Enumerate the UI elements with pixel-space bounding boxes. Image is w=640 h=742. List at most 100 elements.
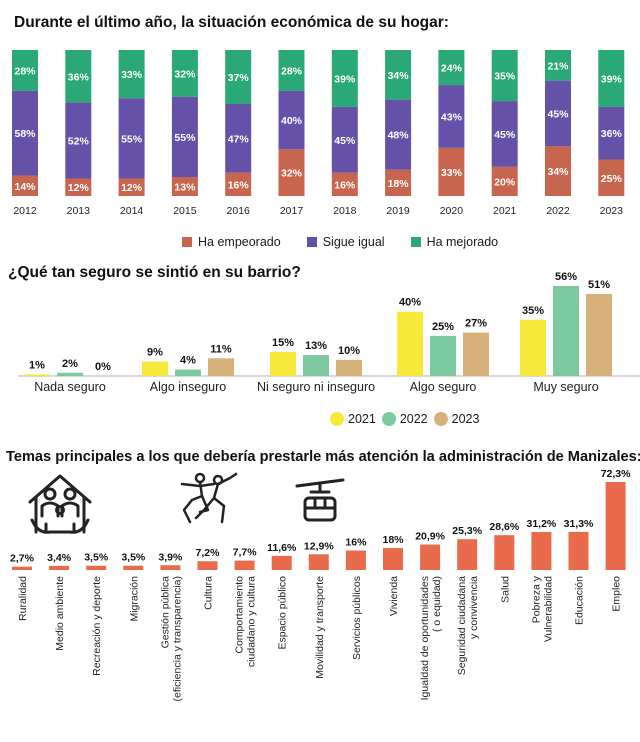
bar-segment [385, 169, 412, 196]
bar-segment [545, 80, 571, 147]
bar-value-label: 48% [388, 130, 410, 142]
bar-value-label: 21% [547, 60, 569, 72]
bar-value-label: 4% [180, 355, 196, 367]
bar-value-label: 34% [388, 70, 410, 82]
bar [420, 544, 441, 570]
x-tick-label: Ruralidad [17, 576, 29, 621]
x-tick-label-line: Gestión pública [159, 576, 171, 649]
dancers-icon [180, 472, 238, 524]
bar-value-label: 3,4% [47, 552, 72, 564]
x-tick-label: Nada seguro [34, 380, 106, 394]
bar-segment [491, 50, 518, 102]
bar [234, 560, 255, 570]
bar-value-label: 36% [601, 128, 623, 140]
bar-segment [491, 166, 518, 196]
x-tick-label: Muy seguro [533, 380, 598, 394]
x-tick-label-line: ( o equidad) [431, 576, 443, 632]
bar-value-label: 39% [601, 73, 623, 85]
bar-value-label: 32% [174, 68, 196, 80]
bar-value-label: 45% [494, 129, 516, 141]
bar-value-label: 12% [68, 182, 90, 194]
legend-item-sigue-igual: Sigue igual [306, 235, 385, 249]
bar-segment [278, 90, 305, 150]
x-tick-label-line: ciudadano y cultura [246, 576, 258, 667]
bar-value-label: 1% [29, 359, 45, 371]
bar-value-label: 25,3% [452, 525, 482, 537]
bar [208, 358, 234, 376]
cable-car-icon [295, 478, 345, 522]
bar [24, 374, 50, 376]
bar-segment [331, 50, 358, 107]
bar-value-label: 33% [121, 69, 143, 81]
bar-segment [12, 175, 38, 196]
chart2-legend: 2021 2022 2023 [330, 412, 485, 426]
bar-value-label: 11,6% [267, 542, 297, 554]
x-tick-label: Igualdad de oportunidades( o equidad) [419, 576, 443, 700]
bar-value-label: 3,9% [158, 551, 183, 563]
chart2-title: ¿Qué tan seguro se sintió en su barrio? [8, 264, 301, 281]
bar-value-label: 39% [334, 73, 356, 85]
bar-value-label: 18% [382, 534, 404, 546]
bar-segment [598, 106, 625, 160]
legend-label: 2022 [399, 412, 428, 426]
x-tick-label: Algo seguro [410, 380, 477, 394]
bar [463, 332, 489, 376]
x-tick-label: Vivienda [388, 576, 400, 616]
bar-segment [65, 178, 92, 196]
x-tick-label: 2014 [120, 205, 144, 217]
legend-item-ha-mejorado: Ha mejorado [410, 235, 499, 249]
bar-value-label: 45% [547, 109, 569, 121]
legend-label: Ha mejorado [426, 235, 499, 249]
bar [175, 369, 201, 376]
bar-value-label: 31,2% [527, 518, 557, 530]
x-tick-label: Educación [574, 576, 586, 625]
x-tick-label: 2022 [546, 205, 570, 217]
bar [336, 359, 362, 376]
x-tick-label: Algo inseguro [150, 380, 226, 394]
x-tick-label: Espacio público [277, 576, 289, 650]
bar-segment [65, 102, 92, 179]
bar [494, 535, 515, 570]
bar [271, 555, 292, 570]
x-tick-label-line: Espacio público [277, 576, 289, 650]
bar-segment [118, 98, 145, 179]
x-tick-label: Cultura [203, 576, 215, 610]
x-tick-label: 2013 [67, 205, 91, 217]
bar-value-label: 25% [432, 321, 454, 333]
bar [308, 554, 329, 570]
bar-value-label: 0% [95, 361, 111, 373]
bar [142, 361, 168, 376]
bar [520, 319, 546, 376]
chart1-title: Durante el último año, la situación econ… [14, 14, 449, 31]
bar-value-label: 16% [334, 179, 356, 191]
x-tick-label-line: y convivencia [468, 576, 480, 639]
bar [12, 566, 32, 570]
bar-value-label: 47% [228, 133, 250, 145]
bar-segment [118, 50, 145, 99]
bar-value-label: 3,5% [84, 552, 109, 564]
bar-value-label: 55% [174, 132, 196, 144]
x-tick-label-line: Empleo [611, 576, 623, 612]
x-tick-label: 2019 [386, 205, 410, 217]
neighborhood-safety-chart: 1% 2% 0% Nada seguro 9% 4% 11% Algo inseguro 15%… [18, 271, 640, 394]
x-tick-label-line: Movilidad y transporte [314, 576, 326, 679]
legend-item-2021: 2021 [330, 412, 376, 426]
x-tick-label: Movilidad y transporte [314, 576, 326, 679]
bar-value-label: 27% [465, 318, 487, 330]
bar [457, 539, 478, 570]
x-tick-label: 2012 [13, 205, 37, 217]
bar-value-label: 9% [147, 347, 163, 359]
chart1-legend: Ha empeorado Sigue igual Ha mejorado [182, 235, 524, 249]
x-tick-label: Salud [499, 576, 511, 603]
bar-value-label: 52% [68, 136, 90, 148]
bar-segment [171, 177, 198, 196]
x-tick-label: 2023 [600, 205, 624, 217]
bar-value-label: 2,7% [10, 553, 35, 565]
bar-value-label: 33% [441, 167, 463, 179]
bar-segment [171, 96, 198, 178]
bar-segment [12, 90, 38, 176]
x-tick-label-line: Pobreza y [530, 575, 542, 623]
bar [270, 351, 296, 376]
bar-value-label: 16% [228, 179, 250, 191]
